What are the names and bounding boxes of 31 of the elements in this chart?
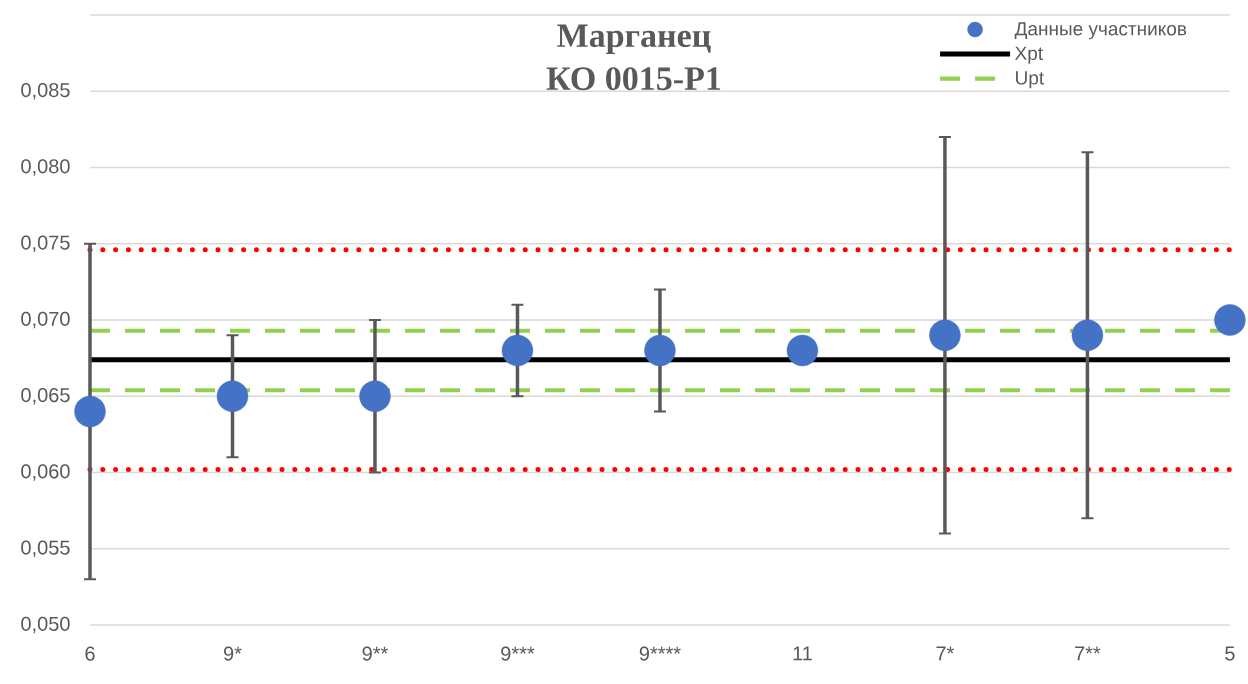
point	[644, 334, 676, 367]
y-tick-label: 0,070	[21, 311, 70, 329]
y-tick-label: 0,075	[21, 235, 70, 253]
point	[501, 334, 534, 367]
y-tick-label: 0,080	[21, 159, 70, 176]
x-tick-label: 7**	[1075, 646, 1101, 661]
legend-label: Данные участников	[1014, 22, 1187, 40]
point	[786, 334, 819, 367]
y-tick-label: 0,055	[21, 540, 70, 558]
legend-label: Upt	[1016, 71, 1044, 89]
point	[216, 380, 249, 412]
x-tick-label: 9****	[639, 646, 681, 661]
point	[1214, 304, 1246, 336]
point	[929, 319, 961, 351]
x-tick-label: 9***	[501, 646, 535, 661]
x-tick-label: 5	[1225, 646, 1235, 661]
x-tick-label: 9*	[223, 646, 242, 661]
point	[1071, 319, 1104, 351]
y-tick-label: 0,065	[21, 387, 70, 405]
x-tick-label: 7*	[936, 646, 955, 661]
text: КО 0015-Р1	[546, 67, 721, 91]
point	[74, 395, 106, 428]
y-tick-label: 0,050	[21, 616, 70, 634]
x-tick-label: 9**	[362, 646, 388, 661]
x-tick-label: 6	[85, 646, 95, 661]
point	[359, 380, 391, 412]
legend-label: Xpt	[1015, 46, 1043, 64]
y-tick-label: 0,085	[21, 82, 70, 100]
x-tick-label: 11	[793, 646, 812, 661]
chart-title: Марганец	[557, 24, 711, 55]
y-tick-label: 0,060	[21, 464, 70, 481]
